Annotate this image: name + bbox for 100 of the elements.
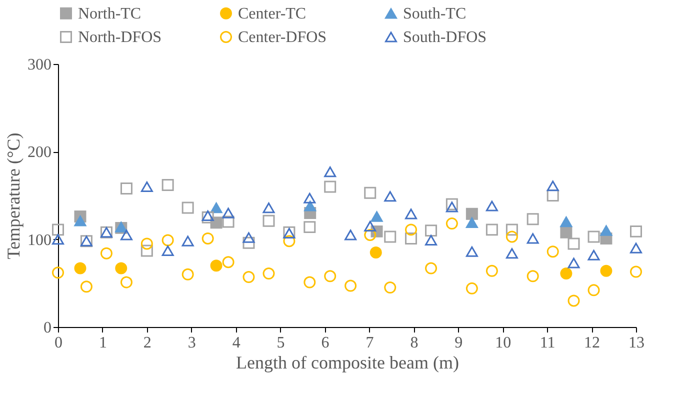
point	[74, 262, 86, 274]
point	[560, 226, 572, 238]
point	[182, 202, 194, 214]
point	[222, 216, 234, 228]
point	[52, 224, 64, 236]
point	[304, 276, 316, 288]
point	[486, 224, 498, 236]
point	[202, 232, 214, 244]
point	[324, 180, 336, 193]
point	[466, 217, 478, 228]
point	[384, 191, 396, 202]
point	[526, 213, 539, 226]
point	[630, 242, 642, 254]
x-tick-label: 11	[540, 334, 556, 352]
point	[546, 180, 559, 192]
x-tick-label: 13	[628, 334, 644, 352]
x-tick-label: 0	[54, 334, 62, 352]
point	[466, 208, 478, 220]
point	[506, 248, 518, 259]
point	[202, 210, 214, 221]
point	[446, 202, 458, 212]
point	[446, 218, 458, 230]
point	[324, 270, 336, 282]
point	[283, 235, 296, 248]
x-tick-label: 1	[98, 334, 107, 352]
point	[74, 216, 86, 226]
point	[344, 230, 357, 240]
x-tick-label: 4	[232, 334, 240, 352]
point	[425, 224, 438, 237]
x-tick-label: 6	[321, 334, 330, 352]
point	[560, 216, 572, 228]
point	[52, 234, 64, 245]
point	[242, 232, 255, 243]
point	[370, 246, 382, 258]
point	[600, 225, 612, 236]
point	[560, 268, 572, 280]
point	[405, 208, 418, 220]
point	[384, 230, 396, 243]
point	[425, 234, 438, 246]
point	[52, 266, 64, 279]
point	[364, 220, 376, 232]
point	[262, 202, 275, 214]
point	[446, 198, 458, 210]
point	[304, 200, 316, 212]
x-tick-label: 7	[366, 334, 374, 352]
point	[182, 268, 194, 280]
point	[588, 250, 600, 260]
point	[262, 268, 275, 280]
point	[568, 238, 580, 250]
legend-label: South-DFOS	[403, 29, 487, 46]
point	[630, 266, 642, 278]
point	[80, 280, 92, 293]
point	[370, 211, 383, 222]
point	[262, 214, 275, 227]
point	[526, 233, 539, 244]
point	[182, 236, 194, 246]
point	[588, 284, 600, 296]
point	[222, 208, 234, 218]
point	[304, 192, 316, 204]
x-tick-label: 9	[454, 334, 463, 352]
point	[140, 244, 153, 257]
y-tick-label: 200	[28, 144, 52, 162]
point	[242, 271, 255, 284]
point	[210, 202, 222, 214]
point	[100, 247, 112, 260]
point	[242, 236, 255, 249]
point	[405, 232, 418, 244]
point	[405, 224, 418, 236]
point	[324, 166, 336, 178]
point	[162, 178, 174, 191]
point	[506, 224, 518, 236]
point	[466, 282, 478, 294]
point	[202, 211, 214, 224]
point	[466, 246, 478, 257]
point	[120, 182, 132, 194]
x-tick-label: 2	[143, 334, 152, 352]
y-tick-label: 100	[28, 232, 52, 249]
point	[364, 186, 376, 199]
point	[115, 262, 128, 274]
legend-label: Center-DFOS	[238, 29, 327, 46]
point	[568, 294, 580, 307]
point	[425, 262, 438, 274]
point	[600, 264, 612, 277]
point	[304, 221, 316, 234]
legend-label: South-TC	[403, 6, 466, 22]
point	[120, 230, 132, 240]
legend-label: North-DFOS	[78, 29, 162, 46]
x-tick-label: 8	[410, 334, 418, 352]
point	[506, 230, 518, 243]
point	[526, 270, 539, 282]
x-tick-label: 3	[188, 334, 196, 352]
x-tick-label: 10	[495, 334, 512, 352]
y-tick-label: 300	[28, 56, 52, 74]
point	[140, 238, 153, 250]
point	[486, 200, 498, 212]
legend-label: North-TC	[78, 5, 142, 22]
x-tick-label: 12	[584, 334, 600, 352]
y-tick-label: 0	[44, 320, 52, 336]
legend-label: Center-TC	[238, 5, 306, 22]
point	[568, 258, 580, 268]
